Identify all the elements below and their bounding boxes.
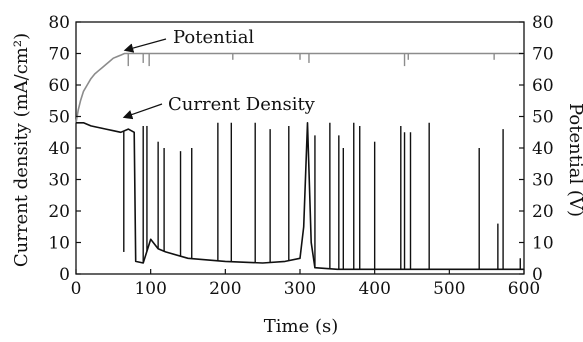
y-left-tick-label-8: 80 (48, 13, 70, 33)
y-right-tick-label-3: 30 (532, 171, 554, 191)
series-current-density (76, 122, 524, 271)
ticks-layer: 0 100 200 300 400 500 600010203040506070800102… (48, 13, 553, 299)
y-left-tick-label-1: 10 (48, 234, 70, 254)
y-right-tick-label-4: 40 (532, 139, 554, 159)
y-left-tick-label-3: 30 (48, 171, 70, 191)
x-tick-label-0: 0 (71, 279, 82, 299)
y-axis-title-left: Current density (mA/cm²) (11, 33, 32, 267)
annotation-current-density-arrow (122, 103, 163, 120)
y-left-tick-label-2: 20 (48, 202, 70, 222)
annotation-potential-arrow (123, 38, 167, 53)
annotation-current-density-label: Current Density (168, 94, 316, 115)
annotation-potential: Potential (123, 27, 254, 53)
series-potential (75, 52, 524, 123)
x-tick-label-1: 100 (134, 279, 166, 299)
y-right-tick-label-8: 80 (532, 13, 554, 33)
annotation-current-density: Current Density (122, 94, 316, 120)
y-right-tick-label-5: 50 (532, 108, 554, 128)
x-tick-label-2: 200 (209, 279, 241, 299)
y-right-tick-label-6: 60 (532, 76, 554, 96)
series-potential-line (75, 52, 524, 123)
x-tick-label-4: 400 (358, 279, 390, 299)
y-right-tick-label-2: 20 (532, 202, 554, 222)
annotation-potential-label: Potential (173, 27, 254, 48)
y-left-tick-label-5: 50 (48, 108, 70, 128)
x-tick-label-5: 500 (433, 279, 465, 299)
y-right-tick-label-0: 0 (532, 265, 543, 285)
y-left-tick-label-0: 0 (59, 265, 70, 285)
y-left-tick-label-7: 70 (48, 45, 70, 65)
y-axis-title-right: Potential (V) (565, 103, 583, 217)
y-right-tick-label-7: 70 (532, 45, 554, 65)
x-tick-label-3: 300 (284, 279, 316, 299)
x-tick-label-6: 600 (508, 279, 540, 299)
y-left-tick-label-4: 40 (48, 139, 70, 159)
x-axis-title: Time (s) (264, 316, 339, 337)
y-left-tick-label-6: 60 (48, 76, 70, 96)
y-right-tick-label-1: 10 (532, 234, 554, 254)
series-current-density-line (76, 122, 524, 271)
series-layer (75, 52, 524, 271)
